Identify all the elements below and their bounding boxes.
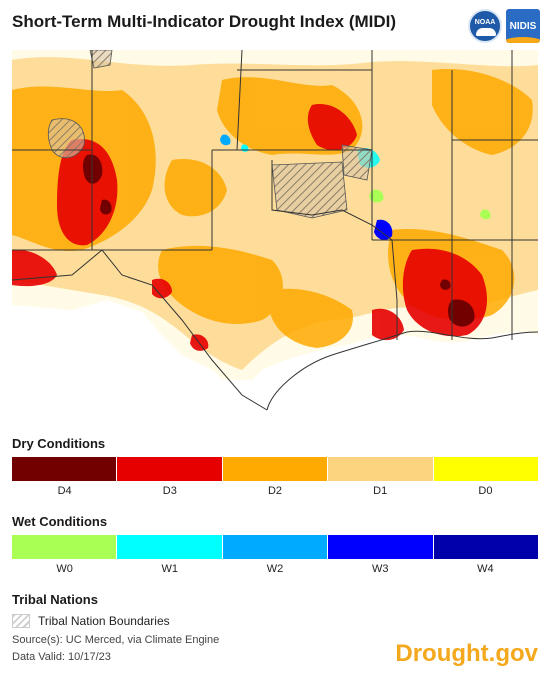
dry-conditions-title: Dry Conditions — [12, 436, 106, 451]
label-w0: W0 — [56, 563, 73, 575]
swatch-d2 — [222, 457, 329, 481]
swatch-d3 — [117, 457, 223, 481]
nidis-logo: NIDIS — [506, 9, 540, 43]
label-d1: D1 — [373, 485, 388, 497]
tribal-legend: Tribal Nation Boundaries — [12, 614, 170, 628]
wet-legend-bar — [12, 535, 539, 559]
label-d2: D2 — [267, 485, 283, 497]
swatch-w0 — [12, 535, 118, 559]
label-d0: D0 — [478, 485, 493, 497]
tribal-nations-title: Tribal Nations — [12, 592, 98, 607]
noaa-logo: NOAA — [468, 9, 502, 43]
swatch-w2 — [222, 535, 329, 559]
dry-legend-labels: D4 D3 D2 D1 D0 — [12, 485, 538, 497]
swatch-w3 — [328, 535, 434, 559]
state-borders — [12, 50, 538, 411]
d4-areas — [82, 154, 475, 327]
coastline — [266, 330, 538, 411]
swatch-d0 — [433, 457, 539, 481]
label-w2: W2 — [266, 563, 284, 575]
wet-conditions-title: Wet Conditions — [12, 514, 108, 529]
wet-legend-labels: W0 W1 W2 W3 W4 — [12, 563, 538, 575]
source-text: Source(s): UC Merced, via Climate Engine — [12, 634, 220, 646]
hatch-swatch-icon — [12, 614, 30, 628]
swatch-d4 — [12, 457, 118, 481]
mexico-area — [12, 300, 272, 422]
label-d4: D4 — [57, 485, 72, 497]
noaa-bird-icon — [476, 28, 496, 36]
label-d3: D3 — [162, 485, 177, 497]
swatch-w1 — [117, 535, 223, 559]
drought-gov-link[interactable]: Drought.gov — [395, 640, 538, 667]
map-svg — [12, 50, 538, 422]
dry-legend-bar — [12, 457, 539, 481]
data-valid-text: Data Valid: 10/17/23 — [12, 651, 111, 663]
label-w3: W3 — [371, 563, 389, 575]
tribal-boundaries — [47, 50, 373, 219]
tribal-legend-label: Tribal Nation Boundaries — [38, 614, 170, 628]
nidis-swoosh-icon — [506, 37, 540, 43]
logo-group: NOAA NIDIS — [468, 8, 540, 44]
map-title: Short-Term Multi-Indicator Drought Index… — [12, 12, 397, 31]
label-w4: W4 — [477, 563, 494, 575]
swatch-d1 — [328, 457, 434, 481]
drought-map — [12, 50, 538, 422]
label-w1: W1 — [161, 563, 179, 575]
swatch-w4 — [433, 535, 539, 559]
